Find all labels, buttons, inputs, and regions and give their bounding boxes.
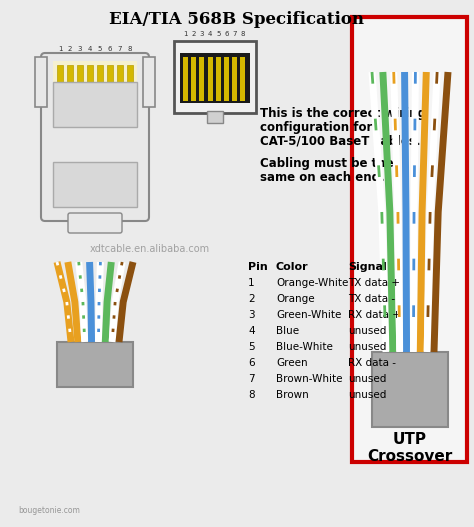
- Bar: [200, 57, 204, 101]
- Text: Blue: Blue: [276, 326, 299, 336]
- Text: Green-White: Green-White: [276, 310, 341, 320]
- Text: 2: 2: [191, 31, 196, 37]
- Text: Color: Color: [276, 262, 309, 272]
- Text: 7: 7: [248, 374, 255, 384]
- Text: Green: Green: [276, 358, 308, 368]
- Bar: [53, 61, 137, 99]
- FancyBboxPatch shape: [41, 53, 149, 221]
- Text: 5: 5: [248, 342, 255, 352]
- Bar: [57, 65, 63, 97]
- Text: unused: unused: [348, 326, 386, 336]
- Text: 3: 3: [78, 46, 82, 52]
- Text: 6: 6: [108, 46, 112, 52]
- Text: This is the correct wiring: This is the correct wiring: [260, 107, 426, 120]
- Bar: [87, 65, 93, 97]
- Text: 1: 1: [248, 278, 255, 288]
- Text: 1: 1: [58, 46, 62, 52]
- Text: 5: 5: [216, 31, 220, 37]
- Text: 2: 2: [248, 294, 255, 304]
- Text: 6: 6: [248, 358, 255, 368]
- Bar: [53, 82, 137, 127]
- Text: 8: 8: [241, 31, 245, 37]
- Bar: [191, 57, 196, 101]
- Text: UTP: UTP: [393, 432, 427, 447]
- Text: 3: 3: [248, 310, 255, 320]
- Text: Brown: Brown: [276, 390, 309, 400]
- Bar: [208, 57, 213, 101]
- Bar: [57, 342, 133, 387]
- Text: 7: 7: [118, 46, 122, 52]
- Text: RX data -: RX data -: [348, 358, 396, 368]
- Text: same on each end.: same on each end.: [260, 171, 384, 184]
- Text: 4: 4: [208, 31, 212, 37]
- Text: Cabling must be the: Cabling must be the: [260, 157, 393, 170]
- Text: 1: 1: [183, 31, 188, 37]
- Text: unused: unused: [348, 342, 386, 352]
- Text: Orange-White: Orange-White: [276, 278, 348, 288]
- Bar: [216, 57, 221, 101]
- Bar: [174, 41, 256, 113]
- Bar: [67, 65, 73, 97]
- Bar: [352, 17, 467, 462]
- Bar: [53, 162, 137, 207]
- Text: configuration for: configuration for: [260, 121, 373, 134]
- Text: TX data -: TX data -: [348, 294, 395, 304]
- Text: Brown-White: Brown-White: [276, 374, 343, 384]
- Bar: [232, 57, 237, 101]
- Bar: [77, 65, 83, 97]
- Bar: [224, 57, 229, 101]
- Bar: [143, 57, 155, 107]
- Text: Signal: Signal: [348, 262, 387, 272]
- Text: unused: unused: [348, 374, 386, 384]
- Text: 8: 8: [248, 390, 255, 400]
- Bar: [127, 65, 133, 97]
- Text: Pin: Pin: [248, 262, 268, 272]
- Bar: [97, 65, 103, 97]
- Text: 8: 8: [128, 46, 132, 52]
- Text: RX data +: RX data +: [348, 310, 401, 320]
- Text: CAT-5/100 BaseT cables.: CAT-5/100 BaseT cables.: [260, 135, 420, 148]
- Text: Orange: Orange: [276, 294, 315, 304]
- Text: 2: 2: [68, 46, 72, 52]
- Text: unused: unused: [348, 390, 386, 400]
- Text: 3: 3: [200, 31, 204, 37]
- Bar: [180, 53, 250, 103]
- Text: xdtcable.en.alibaba.com: xdtcable.en.alibaba.com: [90, 244, 210, 254]
- Text: 5: 5: [98, 46, 102, 52]
- Text: 7: 7: [232, 31, 237, 37]
- Bar: [240, 57, 246, 101]
- Text: 4: 4: [88, 46, 92, 52]
- Bar: [117, 65, 123, 97]
- Bar: [183, 57, 188, 101]
- Bar: [35, 57, 47, 107]
- Bar: [107, 65, 113, 97]
- Text: 4: 4: [248, 326, 255, 336]
- Text: Blue-White: Blue-White: [276, 342, 333, 352]
- Text: 6: 6: [224, 31, 229, 37]
- FancyBboxPatch shape: [68, 213, 122, 233]
- Text: bougetonie.com: bougetonie.com: [18, 506, 80, 515]
- Text: EIA/TIA 568B Specification: EIA/TIA 568B Specification: [109, 11, 365, 28]
- Bar: [207, 111, 223, 123]
- Text: TX data +: TX data +: [348, 278, 400, 288]
- Bar: [372, 352, 448, 427]
- Text: Crossover: Crossover: [367, 449, 453, 464]
